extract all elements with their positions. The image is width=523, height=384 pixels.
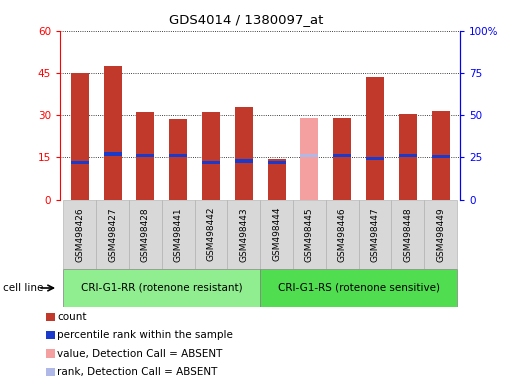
Bar [399,114,417,200]
Bar [391,200,424,269]
Text: GSM498447: GSM498447 [370,207,380,262]
Text: GSM498426: GSM498426 [75,207,84,262]
Bar [399,154,417,157]
Bar [71,73,89,200]
Text: GSM498449: GSM498449 [436,207,445,262]
Bar [195,200,228,269]
Bar [235,159,253,162]
Text: CRI-G1-RR (rotenone resistant): CRI-G1-RR (rotenone resistant) [81,283,243,293]
Bar [104,152,122,156]
Text: GSM498448: GSM498448 [403,207,412,262]
Bar [235,107,253,200]
Text: count: count [57,312,86,322]
Bar [359,200,391,269]
Bar [169,154,187,157]
Bar [300,118,319,200]
Bar [96,200,129,269]
Text: GSM498442: GSM498442 [207,207,215,262]
Text: GSM498443: GSM498443 [240,207,248,262]
Bar [366,157,384,160]
Bar [228,200,260,269]
Bar [333,118,351,200]
Text: value, Detection Call = ABSENT: value, Detection Call = ABSENT [57,349,222,359]
Bar [268,161,286,164]
Bar [169,119,187,200]
Text: GSM498445: GSM498445 [305,207,314,262]
Bar [366,77,384,200]
Bar [260,269,457,307]
Text: CRI-G1-RS (rotenone sensitive): CRI-G1-RS (rotenone sensitive) [278,283,439,293]
Bar [268,159,286,200]
Bar [431,111,450,200]
Bar [431,155,450,158]
Bar [162,200,195,269]
Text: cell line: cell line [3,283,43,293]
Bar [424,200,457,269]
Bar [63,200,96,269]
Bar [71,161,89,164]
Text: percentile rank within the sample: percentile rank within the sample [57,330,233,340]
Bar [293,200,326,269]
Bar [333,154,351,157]
Bar [104,66,122,200]
Text: GSM498427: GSM498427 [108,207,117,262]
Bar [202,113,220,200]
Text: GSM498444: GSM498444 [272,207,281,262]
Text: GSM498428: GSM498428 [141,207,150,262]
Bar [129,200,162,269]
Bar [202,161,220,164]
Text: GSM498441: GSM498441 [174,207,183,262]
Bar [300,154,319,157]
Text: GSM498446: GSM498446 [338,207,347,262]
Bar [260,200,293,269]
Bar [137,154,154,157]
Text: rank, Detection Call = ABSENT: rank, Detection Call = ABSENT [57,367,218,377]
Bar [63,269,260,307]
Text: GDS4014 / 1380097_at: GDS4014 / 1380097_at [168,13,323,26]
Bar [137,113,154,200]
Bar [326,200,359,269]
